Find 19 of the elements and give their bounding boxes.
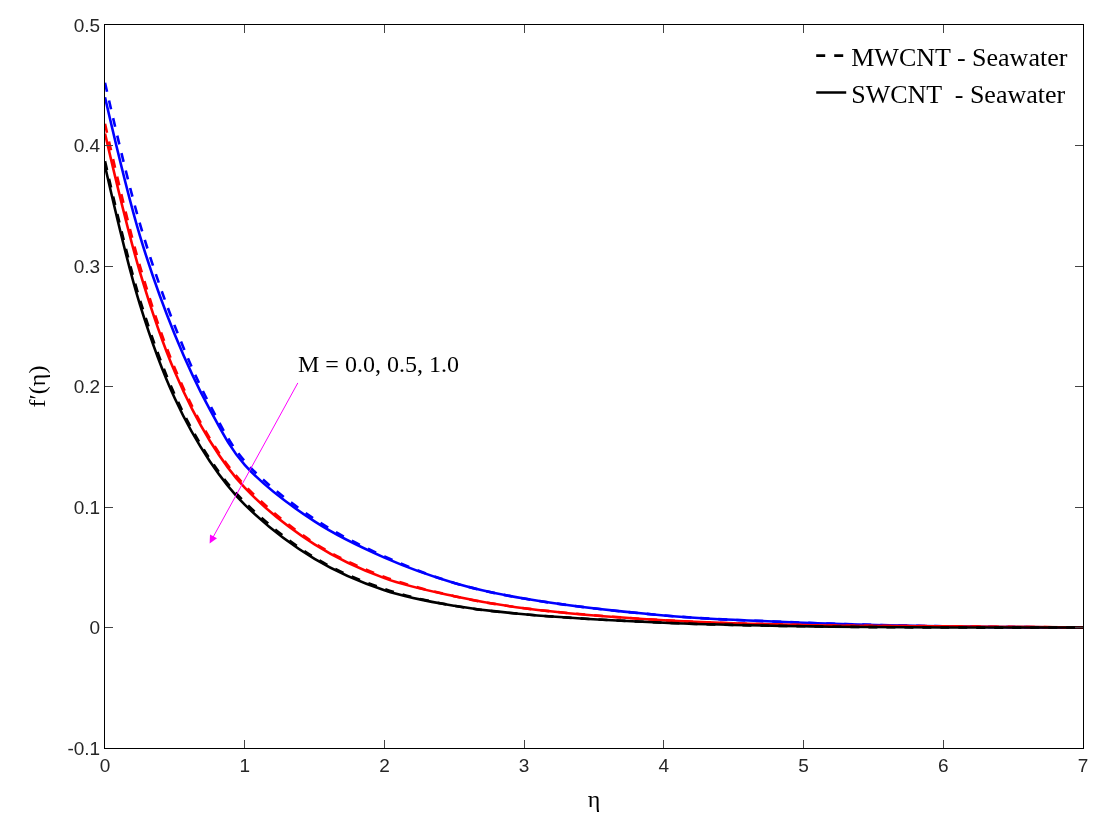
x-tick-label: 7 xyxy=(1077,754,1089,776)
x-tick-label: 6 xyxy=(938,754,949,776)
x-tick-label: 5 xyxy=(798,754,809,776)
annotation: M = 0.0, 0.5, 1.0 xyxy=(298,351,459,377)
x-tick-label: 1 xyxy=(239,754,250,776)
y-tick-label: 0.4 xyxy=(73,135,101,157)
y-axis-title: f′(η) xyxy=(23,365,50,408)
legend-label: MWCNT - Seawater xyxy=(851,42,1068,72)
y-tick-label: 0 xyxy=(89,617,101,639)
y-tick-label: 0.3 xyxy=(73,255,101,277)
y-tick-label: 0.5 xyxy=(73,14,101,36)
x-tick-label: 2 xyxy=(379,754,390,776)
x-tick-label: 4 xyxy=(658,754,670,776)
x-axis-title: η xyxy=(587,786,601,813)
y-tick-label: 0.1 xyxy=(73,496,101,518)
y-tick-label: -0.1 xyxy=(67,737,101,759)
legend-label: SWCNT - Seawater xyxy=(851,79,1066,109)
x-tick-label: 3 xyxy=(518,754,530,776)
y-tick-label: 0.2 xyxy=(73,376,101,398)
